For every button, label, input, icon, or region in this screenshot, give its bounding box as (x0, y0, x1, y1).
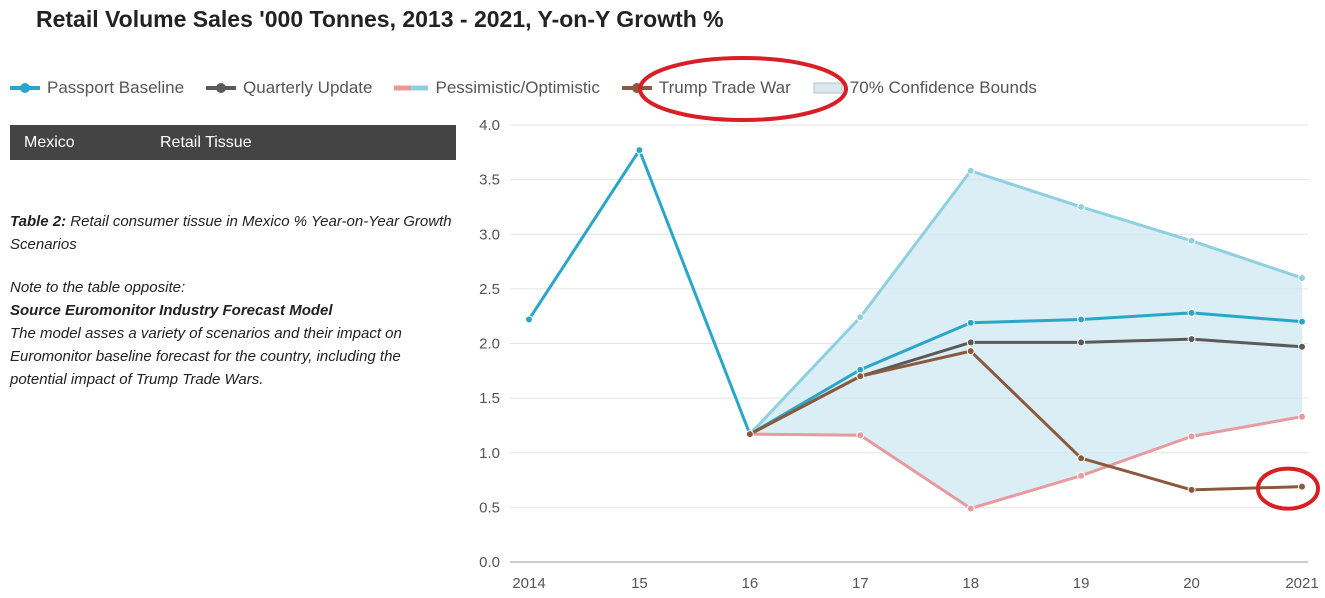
series-line-pessimistic (749, 415, 1303, 510)
legend-line-icon (10, 83, 40, 93)
confidence-band (749, 170, 1302, 509)
data-point-pessimistic (856, 431, 865, 440)
category-label: Retail Tissue (160, 133, 252, 151)
series-line-optimistic (748, 169, 1303, 436)
data-point-passport-baseline (856, 365, 865, 374)
legend-label: Passport Baseline (47, 78, 185, 97)
y-tick-label: 1.0 (479, 445, 500, 462)
legend-label: Trump Trade War (658, 78, 791, 97)
data-point-trump-trade-war (1187, 485, 1196, 494)
x-tick-label: 2014 (512, 575, 545, 592)
data-point-trump-trade-war (856, 372, 865, 381)
data-point-quarterly-update (1298, 342, 1306, 351)
chart-legend: Passport Baseline Quarterly Update Pessi… (10, 76, 1059, 100)
data-point-trump-trade-war (966, 347, 975, 356)
x-tick-label: 15 (631, 575, 648, 592)
note-body: The model asses a variety of scenarios a… (10, 325, 402, 388)
legend-item-trump-trade-war[interactable]: Trump Trade War (621, 78, 791, 98)
y-tick-label: 2.0 (479, 336, 500, 353)
chart-title: Retail Volume Sales '000 Tonnes, 2013 - … (36, 6, 724, 32)
series-line-passport-baseline (527, 148, 1303, 436)
x-tick-label: 18 (962, 575, 979, 592)
legend-item-confidence-bounds[interactable]: 70% Confidence Bounds (813, 78, 1037, 98)
y-tick-label: 3.5 (479, 172, 500, 189)
legend-label: 70% Confidence Bounds (849, 78, 1037, 97)
series-line-trump-trade-war (749, 349, 1303, 492)
data-point-trump-trade-war (1298, 482, 1306, 491)
legend-line-icon (206, 83, 237, 93)
legend-item-passport-baseline[interactable]: Passport Baseline (10, 78, 184, 98)
data-point-trump-trade-war (1077, 454, 1086, 463)
data-point-optimistic (1187, 236, 1196, 245)
x-tick-label: 19 (1073, 575, 1090, 592)
legend-item-pessimistic-optimistic[interactable]: Pessimistic/Optimistic (394, 78, 600, 98)
legend-label: Quarterly Update (243, 78, 373, 97)
data-point-optimistic (1298, 273, 1306, 282)
line-chart: 0.0 0.5 1.0 1.5 2.0 2.5 3.0 3.5 4.0 2014 15 16 17 18 1… (479, 117, 1320, 592)
x-tick-label: 16 (742, 575, 759, 592)
y-tick-label: 0.5 (479, 499, 500, 516)
data-point-quarterly-update (1187, 335, 1196, 344)
table-caption: Table 2: Retail consumer tissue in Mexic… (10, 210, 455, 256)
table-header-bar: Mexico Retail Tissue (10, 125, 456, 160)
data-point-pessimistic (966, 504, 975, 513)
annotation-circle-point (1256, 466, 1320, 511)
caption-bold: Table 2: (10, 213, 67, 230)
data-point-passport-baseline (966, 318, 975, 327)
legend-item-quarterly-update[interactable]: Quarterly Update (206, 78, 372, 98)
data-point-optimistic (856, 313, 865, 322)
data-point-pessimistic (1077, 471, 1086, 480)
data-point-passport-baseline (1298, 317, 1306, 326)
data-point-optimistic (1077, 202, 1086, 211)
data-point-quarterly-update (1077, 338, 1086, 347)
annotation-circle-legend (638, 56, 848, 122)
country-label: Mexico (24, 133, 75, 151)
caption-text: Retail consumer tissue in Mexico % Year-… (10, 213, 452, 253)
legend-label: Pessimistic/Optimistic (435, 78, 600, 97)
data-point-passport-baseline (635, 146, 644, 155)
data-point-pessimistic (1187, 432, 1196, 441)
data-point-passport-baseline (1077, 315, 1086, 324)
note-intro: Note to the table opposite: (10, 279, 186, 296)
y-tick-label: 2.5 (479, 281, 500, 298)
y-tick-label: 3.0 (479, 226, 500, 243)
x-tick-label: 17 (852, 575, 869, 592)
x-tick-label: 2021 (1285, 575, 1318, 592)
data-point-passport-baseline (1187, 308, 1196, 317)
data-point-quarterly-update (966, 338, 975, 347)
y-tick-label: 1.5 (479, 390, 500, 407)
data-point-passport-baseline (525, 315, 533, 324)
data-point-pessimistic (1298, 412, 1306, 421)
legend-dual-line-icon (394, 85, 429, 91)
x-tick-label: 20 (1183, 575, 1200, 592)
data-point-trump-trade-war (745, 430, 754, 439)
y-tick-label: 0.0 (479, 554, 500, 571)
y-tick-label: 4.0 (479, 117, 500, 134)
legend-box-icon (813, 82, 843, 94)
note-source: Source Euromonitor Industry Forecast Mod… (10, 302, 333, 319)
data-point-optimistic (966, 166, 975, 175)
